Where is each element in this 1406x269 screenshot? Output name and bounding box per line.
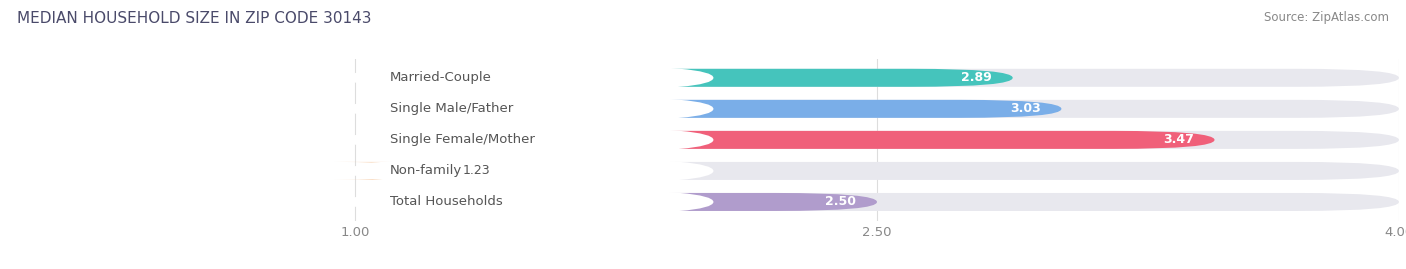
FancyBboxPatch shape (354, 69, 1012, 87)
Text: 3.47: 3.47 (1163, 133, 1194, 146)
Text: 1.23: 1.23 (463, 164, 491, 178)
FancyBboxPatch shape (354, 193, 1399, 211)
Text: MEDIAN HOUSEHOLD SIZE IN ZIP CODE 30143: MEDIAN HOUSEHOLD SIZE IN ZIP CODE 30143 (17, 11, 371, 26)
FancyBboxPatch shape (354, 100, 1399, 118)
Text: 3.03: 3.03 (1010, 102, 1040, 115)
FancyBboxPatch shape (354, 162, 1399, 180)
Text: Non-family: Non-family (389, 164, 463, 178)
FancyBboxPatch shape (349, 190, 713, 214)
FancyBboxPatch shape (354, 100, 1062, 118)
FancyBboxPatch shape (349, 128, 713, 152)
Text: Single Female/Mother: Single Female/Mother (389, 133, 534, 146)
FancyBboxPatch shape (354, 193, 877, 211)
FancyBboxPatch shape (335, 162, 456, 180)
Text: Single Male/Father: Single Male/Father (389, 102, 513, 115)
Text: Total Households: Total Households (389, 196, 502, 208)
FancyBboxPatch shape (354, 69, 1399, 87)
FancyBboxPatch shape (354, 131, 1215, 149)
Text: Source: ZipAtlas.com: Source: ZipAtlas.com (1264, 11, 1389, 24)
Text: 2.50: 2.50 (825, 196, 856, 208)
FancyBboxPatch shape (354, 131, 1399, 149)
Text: Married-Couple: Married-Couple (389, 71, 492, 84)
FancyBboxPatch shape (349, 97, 713, 121)
Text: 2.89: 2.89 (962, 71, 991, 84)
FancyBboxPatch shape (349, 66, 713, 90)
FancyBboxPatch shape (349, 159, 713, 183)
